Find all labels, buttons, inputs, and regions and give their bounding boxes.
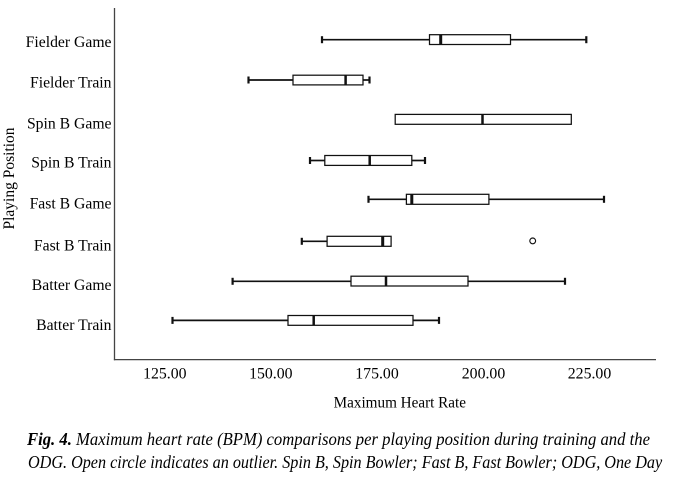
- svg-text:Maximum Heart Rate: Maximum Heart Rate: [334, 394, 466, 411]
- svg-text:Batter Train: Batter Train: [36, 317, 112, 334]
- svg-text:Batter Game: Batter Game: [32, 277, 112, 294]
- svg-text:Fig. 4. Maximum heart rate (BP: Fig. 4. Maximum heart rate (BPM) compari…: [26, 429, 650, 449]
- svg-text:Playing Position: Playing Position: [1, 127, 18, 229]
- svg-text:Fast B Train: Fast B Train: [34, 237, 112, 254]
- svg-text:150.00: 150.00: [249, 365, 293, 382]
- svg-text:Fielder Game: Fielder Game: [26, 34, 112, 51]
- svg-text:175.00: 175.00: [355, 365, 399, 382]
- svg-text:Spin B Train: Spin B Train: [31, 154, 111, 171]
- svg-text:Spin B Game: Spin B Game: [27, 116, 112, 133]
- svg-text:Fast B Game: Fast B Game: [30, 195, 112, 212]
- svg-text:200.00: 200.00: [462, 365, 506, 382]
- svg-text:125.00: 125.00: [143, 365, 187, 382]
- svg-text:Fielder Train: Fielder Train: [30, 74, 112, 91]
- svg-text:225.00: 225.00: [568, 365, 612, 382]
- svg-text:ODG. Open circle indicates an: ODG. Open circle indicates an outlier. S…: [28, 452, 663, 472]
